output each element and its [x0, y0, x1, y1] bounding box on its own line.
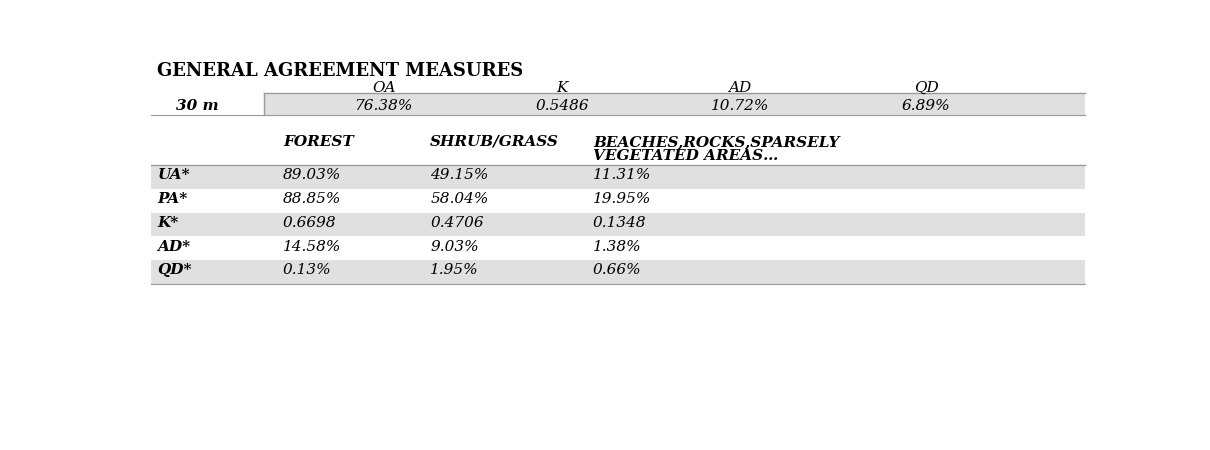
Text: SHRUB/GRASS: SHRUB/GRASS	[431, 135, 559, 149]
Bar	[151, 237, 1085, 261]
Text: 1.38%: 1.38%	[593, 239, 641, 253]
Text: 1.95%: 1.95%	[431, 263, 479, 278]
Text: 6.89%: 6.89%	[901, 99, 951, 112]
Text: OA: OA	[371, 81, 396, 95]
Bar	[151, 212, 1085, 237]
Text: 14.58%: 14.58%	[283, 239, 341, 253]
Text: 0.6698: 0.6698	[283, 216, 336, 230]
Text: GENERAL AGREEMENT MEASURES: GENERAL AGREEMENT MEASURES	[157, 62, 524, 80]
Text: 11.31%: 11.31%	[593, 168, 651, 182]
Text: AD*: AD*	[157, 239, 190, 253]
Text: K: K	[557, 81, 567, 95]
Text: UA*: UA*	[157, 168, 190, 182]
Text: 0.66%: 0.66%	[593, 263, 641, 278]
Text: 19.95%: 19.95%	[593, 192, 651, 206]
Text: 0.13%: 0.13%	[283, 263, 332, 278]
Bar	[264, 93, 1085, 115]
Text: QD: QD	[914, 81, 939, 95]
Text: 58.04%: 58.04%	[431, 192, 489, 206]
Bar	[151, 189, 1085, 212]
Bar	[151, 165, 1085, 189]
Text: 88.85%: 88.85%	[283, 192, 341, 206]
Text: 30 m: 30 m	[177, 99, 219, 112]
Text: 76.38%: 76.38%	[355, 99, 413, 112]
Text: 0.5486: 0.5486	[535, 99, 589, 112]
Bar	[151, 261, 1085, 284]
Text: 89.03%: 89.03%	[283, 168, 341, 182]
Text: 0.4706: 0.4706	[431, 216, 484, 230]
Text: FOREST: FOREST	[283, 135, 353, 149]
Text: QD*: QD*	[157, 263, 192, 278]
Text: 9.03%: 9.03%	[431, 239, 479, 253]
Text: 10.72%: 10.72%	[711, 99, 770, 112]
Text: BEACHES,ROCKS,SPARSELY: BEACHES,ROCKS,SPARSELY	[593, 135, 840, 149]
Text: VEGETATED AREAS…: VEGETATED AREAS…	[593, 148, 778, 163]
Text: PA*: PA*	[157, 192, 188, 206]
Text: K*: K*	[157, 216, 179, 230]
Text: AD: AD	[728, 81, 751, 95]
Text: 49.15%: 49.15%	[431, 168, 489, 182]
Text: 0.1348: 0.1348	[593, 216, 646, 230]
